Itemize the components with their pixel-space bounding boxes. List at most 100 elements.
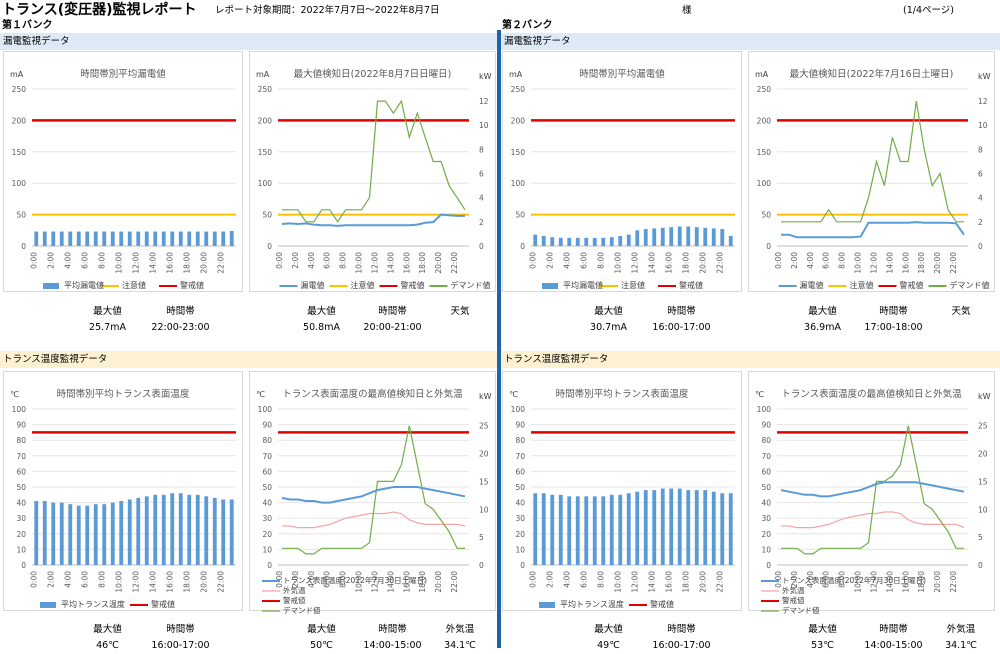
bar bbox=[51, 231, 56, 246]
x-tick-label: 6:00 bbox=[822, 571, 831, 588]
leak-avg-slot-value: 16:00-17:00 bbox=[652, 322, 711, 333]
bar bbox=[136, 497, 141, 565]
x-tick-label: 14:00 bbox=[647, 571, 656, 593]
bank-name: 第１バンク bbox=[2, 20, 53, 31]
bar bbox=[119, 501, 124, 565]
x-tick-label: 10:00 bbox=[355, 571, 364, 593]
y-tick-label: 0 bbox=[766, 242, 771, 251]
leak-max-max-label: 最大値 bbox=[307, 306, 336, 317]
chart-svg: 0 50 100 150 200 250 0:00 2:00 4:00 6:00 8:00 10:00… bbox=[511, 85, 735, 289]
y-tick-label: 60 bbox=[16, 467, 26, 476]
bar bbox=[660, 488, 665, 565]
y-tick-label: 100 bbox=[258, 405, 273, 414]
bar bbox=[703, 490, 708, 565]
legend-label: 注意値 bbox=[849, 281, 874, 290]
y-tick-label: 100 bbox=[757, 405, 772, 414]
x-tick-label: 14:00 bbox=[386, 571, 395, 593]
x-tick-label: 2:00 bbox=[46, 571, 55, 588]
bar bbox=[728, 493, 733, 565]
x-tick-label: 12:00 bbox=[869, 252, 878, 274]
x-tick-label: 22:00 bbox=[450, 571, 459, 593]
bar bbox=[153, 494, 158, 565]
x-tick-label: 8:00 bbox=[838, 252, 847, 269]
x-tick-label: 6:00 bbox=[822, 252, 831, 269]
x-tick-label: 18:00 bbox=[418, 252, 427, 274]
bar bbox=[575, 496, 580, 565]
bar bbox=[711, 491, 716, 565]
y-axis-unit: ℃ bbox=[755, 390, 764, 399]
leak-avg-chart-panel: 時間帯別平均漏電値 mA 0 50 100 150 200 250 0:00 2:00 4:00 6:… bbox=[502, 51, 742, 292]
bar bbox=[85, 505, 90, 565]
x-tick-label: 2:00 bbox=[291, 252, 300, 269]
demand-line bbox=[282, 425, 465, 555]
y-tick-label: 250 bbox=[12, 85, 27, 94]
y-axis-unit: ℃ bbox=[256, 390, 265, 399]
x-tick-label: 0:00 bbox=[275, 571, 284, 588]
legend-label: トランス表面温度(2022年7月30日土曜日) bbox=[782, 576, 927, 585]
x-tick-label: 10:00 bbox=[355, 252, 364, 274]
y-tick-label: 20 bbox=[262, 530, 272, 539]
surface-temp-line bbox=[281, 486, 466, 504]
y2-axis-unit: kW bbox=[978, 392, 991, 401]
y-tick-label: 30 bbox=[515, 514, 525, 523]
bar bbox=[558, 494, 563, 565]
bar bbox=[694, 490, 699, 565]
temp-max-outside-label: 外気温 bbox=[946, 624, 976, 635]
y-tick-label: 80 bbox=[515, 436, 525, 445]
bar bbox=[119, 231, 124, 246]
temp-avg-slot-label: 時間帯 bbox=[667, 624, 696, 635]
chart-svg: 0 50 100 150 200 250 0:00 2:00 4:00 6:00 8:00 10:00… bbox=[12, 85, 236, 289]
y-tick-label: 40 bbox=[16, 499, 26, 508]
bar bbox=[592, 496, 597, 565]
x-tick-label: 18:00 bbox=[681, 571, 690, 593]
legend-label: 平均漏電値 bbox=[64, 281, 104, 290]
bar bbox=[229, 499, 234, 565]
y-tick-label: 200 bbox=[258, 116, 273, 125]
bar bbox=[558, 237, 563, 246]
y2-tick-label: 0 bbox=[479, 561, 484, 570]
bar bbox=[42, 231, 47, 246]
y2-tick-label: 5 bbox=[978, 533, 983, 542]
x-tick-label: 16:00 bbox=[402, 571, 411, 593]
x-tick-label: 12:00 bbox=[131, 252, 140, 274]
y2-tick-label: 10 bbox=[479, 505, 489, 514]
bar bbox=[161, 231, 166, 246]
legend-label: 平均トランス温度 bbox=[61, 600, 125, 609]
bar bbox=[618, 235, 623, 246]
demand-line bbox=[781, 425, 964, 555]
x-tick-label: 8:00 bbox=[838, 571, 847, 588]
y-tick-label: 90 bbox=[515, 421, 525, 430]
bar bbox=[643, 490, 648, 565]
bar bbox=[136, 231, 141, 246]
y-tick-label: 10 bbox=[16, 545, 26, 554]
y-tick-label: 0 bbox=[21, 561, 26, 570]
bar bbox=[601, 237, 606, 246]
bar bbox=[178, 231, 183, 246]
chart-svg: 0 50 100 150 200 250 0 2 4 6 8 10 12 0:00 2:00 4:00 6:00… bbox=[757, 85, 988, 287]
y2-tick-label: 10 bbox=[978, 121, 988, 130]
x-tick-label: 18:00 bbox=[182, 252, 191, 274]
x-tick-label: 18:00 bbox=[418, 571, 427, 593]
bar bbox=[660, 227, 665, 246]
bar bbox=[153, 231, 158, 246]
y-tick-label: 90 bbox=[16, 421, 26, 430]
temp-section-header: トランス温度監視データ bbox=[501, 351, 1000, 368]
y-tick-label: 100 bbox=[511, 405, 526, 414]
bar bbox=[703, 227, 708, 246]
chart-title: 時間帯別平均トランス表面温度 bbox=[56, 389, 190, 400]
temp-avg-slot-value: 16:00-17:00 bbox=[151, 640, 210, 651]
bar bbox=[669, 488, 674, 565]
legend-label: 警戒値 bbox=[180, 281, 204, 290]
y2-tick-label: 25 bbox=[479, 422, 489, 431]
x-tick-label: 8:00 bbox=[339, 571, 348, 588]
leak-max-max-value: 36.9mA bbox=[804, 322, 841, 333]
y-tick-label: 200 bbox=[511, 116, 526, 125]
y2-tick-label: 12 bbox=[479, 97, 489, 106]
bar bbox=[187, 494, 192, 565]
x-tick-label: 10:00 bbox=[114, 571, 123, 593]
y2-tick-label: 6 bbox=[978, 170, 983, 179]
bar bbox=[550, 237, 555, 246]
y-tick-label: 10 bbox=[515, 545, 525, 554]
bar bbox=[187, 231, 192, 246]
bar bbox=[221, 499, 226, 565]
